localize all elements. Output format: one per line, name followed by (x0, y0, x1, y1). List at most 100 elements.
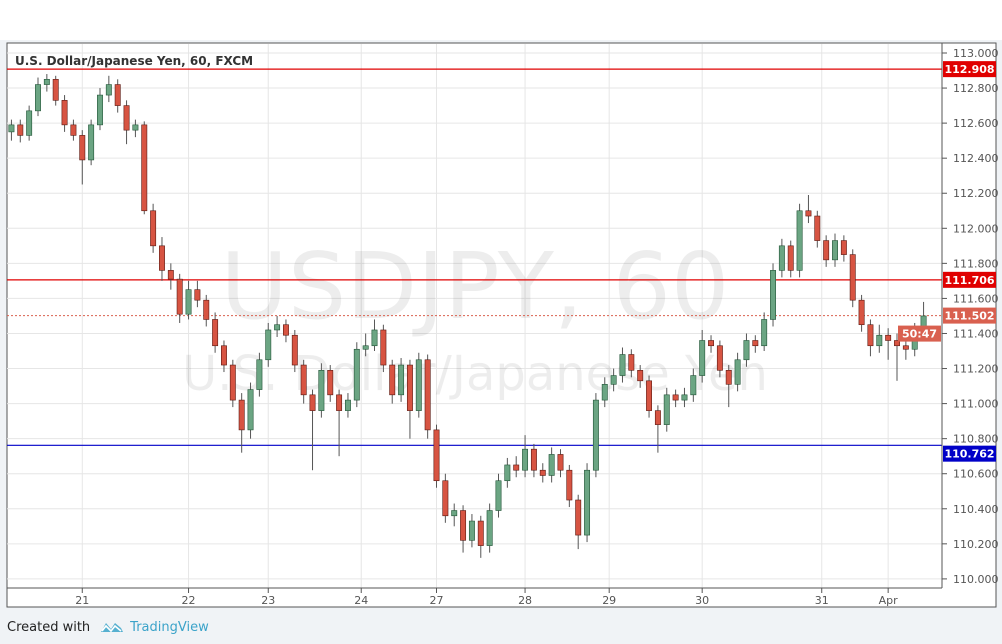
candle-body-down (654, 410, 661, 425)
candle (832, 233, 838, 267)
time-tick-label: Apr (879, 594, 899, 607)
candle (176, 273, 183, 323)
candle-body-down (176, 278, 183, 315)
candle-body-down (787, 245, 794, 271)
created-with-label: Created with (7, 619, 91, 635)
candle (557, 449, 564, 478)
candle-body-down (460, 510, 467, 541)
candle (601, 377, 608, 408)
candle (105, 75, 112, 103)
level-price-tag-bg (943, 271, 996, 288)
candle-body-down (867, 324, 874, 347)
candle (70, 119, 77, 141)
candle (167, 263, 174, 290)
candle-body-down (309, 394, 316, 411)
candle-body-down (716, 345, 723, 371)
candle-body-down (885, 334, 892, 341)
candle (203, 294, 210, 327)
candle (867, 319, 874, 357)
candle (309, 389, 316, 471)
candle-body-down (114, 84, 121, 106)
price-tick-label: 112.400 (953, 152, 999, 165)
price-tick-label: 111.800 (953, 257, 999, 270)
candle (97, 88, 103, 131)
level-price-tag: 110.762 (944, 448, 994, 461)
candle (637, 365, 644, 388)
candle-body-down (805, 210, 812, 217)
price-tick-label: 110.400 (953, 503, 999, 516)
price-tick-label: 113.000 (953, 47, 999, 60)
price-tick-label: 112.200 (953, 187, 999, 200)
candle (43, 74, 50, 92)
candle (282, 319, 289, 343)
tradingview-logo-icon[interactable] (100, 620, 124, 634)
candle-body-up (584, 469, 591, 536)
candle (256, 352, 263, 397)
candle (380, 324, 387, 373)
candle-body-up (778, 245, 785, 271)
candle-body-up (699, 340, 706, 376)
candle-body-down (513, 464, 520, 471)
candle (681, 387, 688, 408)
candle (300, 359, 307, 404)
candle (477, 515, 484, 558)
price-axis[interactable]: 110.000 110.200 110.400 110.600 110.800 111.0… (942, 47, 999, 586)
tradingview-link[interactable]: TradingView (130, 619, 209, 635)
candle-body-up (601, 384, 608, 401)
candle-body-down (752, 340, 759, 347)
price-tick-label: 112.800 (953, 82, 999, 95)
candle (522, 435, 529, 478)
price-tags: 112.908 111.706 110.762 111.502 50:47 (898, 61, 996, 462)
candle (433, 424, 440, 488)
candle (344, 393, 351, 418)
candle-body-down (150, 210, 157, 247)
candle-body-up (876, 334, 883, 347)
chart-background (6, 42, 997, 608)
candle-body-up (770, 270, 776, 320)
candle-body-down (628, 354, 635, 371)
time-tick-label: 27 (430, 594, 444, 607)
candle-body-up (451, 510, 458, 517)
candle (734, 352, 741, 392)
top-bar (0, 0, 1002, 40)
candle (52, 75, 59, 106)
candle-body-down (212, 319, 219, 347)
candle-body-down (141, 124, 148, 212)
candle (654, 405, 661, 453)
price-tick-label: 111.600 (953, 292, 999, 305)
candle (885, 328, 892, 360)
candle (35, 77, 41, 117)
candle (398, 358, 405, 402)
candle (389, 359, 396, 404)
candle (274, 315, 281, 337)
level-price-tag-bg (943, 445, 996, 462)
price-tick-label: 111.000 (953, 398, 999, 411)
candle (451, 503, 458, 527)
candle (442, 473, 449, 523)
candle-body-down (672, 394, 679, 401)
candle (646, 375, 652, 418)
candle-body-up (398, 364, 405, 396)
candle-body-down (389, 364, 396, 396)
candle (708, 335, 714, 353)
candle (132, 119, 139, 138)
candle (796, 203, 803, 278)
candle (805, 194, 812, 224)
candle (318, 363, 325, 418)
candle-body-up (522, 448, 529, 471)
candle (902, 338, 909, 360)
candle (894, 333, 900, 381)
candle (406, 359, 413, 439)
candle-body-up (344, 399, 351, 411)
grid (7, 44, 942, 588)
time-tick-label: 24 (354, 594, 368, 607)
candle-body-down (557, 454, 564, 471)
candle (530, 443, 537, 478)
candle (221, 340, 227, 373)
candle (327, 365, 334, 402)
price-tick-label: 110.800 (953, 433, 999, 446)
time-axis[interactable]: 21 22 23 24 27 28 29 30 31 Apr (75, 588, 898, 607)
time-tick-label: 29 (602, 594, 616, 607)
candle-body-up (105, 84, 112, 96)
